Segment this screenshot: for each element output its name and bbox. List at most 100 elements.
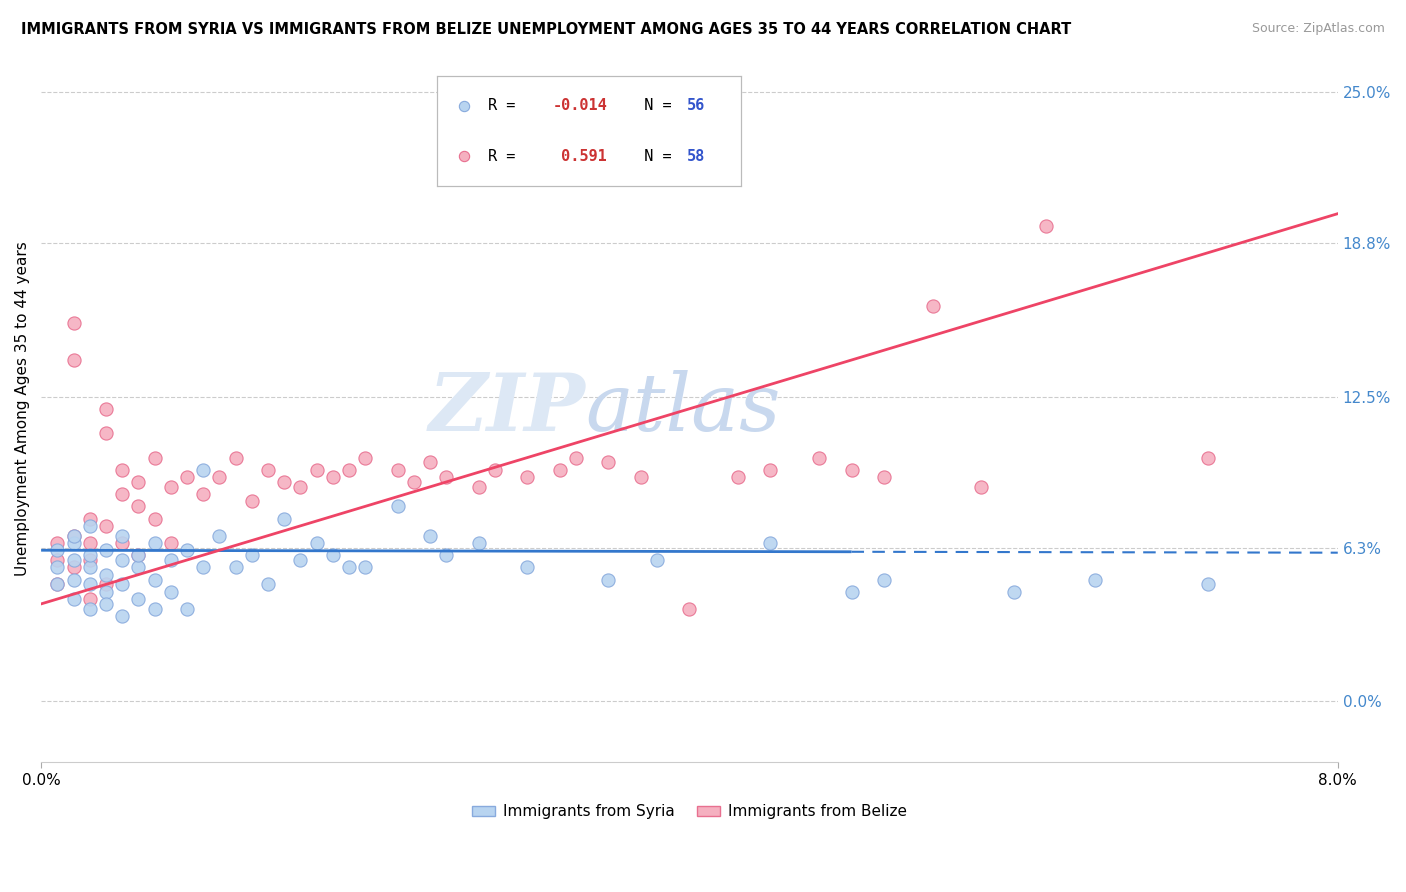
Point: [127, 500, 149, 514]
Point: [305, 536, 328, 550]
Point: [159, 536, 181, 550]
Point: [79, 577, 101, 591]
Point: [387, 463, 409, 477]
Point: [94, 597, 117, 611]
Point: [176, 470, 198, 484]
Point: [678, 601, 700, 615]
Point: [46, 560, 69, 574]
Point: [143, 511, 166, 525]
Point: [62, 553, 84, 567]
Point: [1035, 219, 1057, 233]
Point: [46, 577, 69, 591]
Point: [62, 560, 84, 574]
Point: [1084, 573, 1107, 587]
Point: [79, 592, 101, 607]
Point: [79, 548, 101, 562]
Text: Source: ZipAtlas.com: Source: ZipAtlas.com: [1251, 22, 1385, 36]
Point: [727, 470, 749, 484]
Point: [159, 480, 181, 494]
Point: [841, 463, 863, 477]
Point: [337, 463, 360, 477]
Text: atlas: atlas: [586, 370, 782, 448]
Point: [759, 463, 782, 477]
Point: [548, 463, 571, 477]
Point: [354, 450, 377, 465]
Point: [143, 573, 166, 587]
Point: [111, 528, 134, 542]
Point: [434, 470, 457, 484]
Point: [419, 528, 441, 542]
Point: [1197, 577, 1219, 591]
Point: [970, 480, 993, 494]
Point: [290, 553, 312, 567]
Point: [225, 560, 247, 574]
Point: [467, 536, 489, 550]
Point: [143, 601, 166, 615]
Point: [598, 573, 620, 587]
Point: [79, 511, 101, 525]
Point: [46, 553, 69, 567]
Point: [176, 543, 198, 558]
Point: [127, 475, 149, 489]
Point: [94, 577, 117, 591]
Point: [62, 536, 84, 550]
Point: [79, 560, 101, 574]
Point: [1197, 450, 1219, 465]
Point: [46, 577, 69, 591]
Legend: Immigrants from Syria, Immigrants from Belize: Immigrants from Syria, Immigrants from B…: [465, 798, 912, 825]
Point: [79, 601, 101, 615]
Point: [305, 463, 328, 477]
Point: [257, 463, 280, 477]
Point: [257, 577, 280, 591]
Point: [111, 487, 134, 501]
Point: [111, 553, 134, 567]
Point: [630, 470, 652, 484]
Point: [127, 592, 149, 607]
Point: [516, 470, 538, 484]
Point: [193, 463, 215, 477]
Point: [322, 548, 344, 562]
Point: [225, 450, 247, 465]
Point: [159, 553, 181, 567]
Point: [759, 536, 782, 550]
Point: [176, 601, 198, 615]
Point: [159, 584, 181, 599]
Point: [62, 353, 84, 368]
Point: [94, 426, 117, 441]
Point: [94, 567, 117, 582]
Point: [921, 299, 943, 313]
Point: [208, 528, 231, 542]
Point: [94, 519, 117, 533]
Point: [808, 450, 831, 465]
Y-axis label: Unemployment Among Ages 35 to 44 years: Unemployment Among Ages 35 to 44 years: [15, 242, 30, 576]
Point: [1002, 584, 1025, 599]
Point: [419, 455, 441, 469]
Point: [645, 553, 668, 567]
Point: [79, 536, 101, 550]
Point: [94, 584, 117, 599]
Point: [79, 519, 101, 533]
Point: [94, 543, 117, 558]
Point: [62, 592, 84, 607]
Point: [565, 450, 588, 465]
Point: [273, 475, 295, 489]
Point: [240, 494, 263, 508]
Point: [240, 548, 263, 562]
Point: [434, 548, 457, 562]
Point: [46, 543, 69, 558]
Point: [290, 480, 312, 494]
Point: [62, 317, 84, 331]
Point: [94, 401, 117, 416]
Point: [127, 560, 149, 574]
Point: [143, 450, 166, 465]
Point: [193, 560, 215, 574]
Point: [484, 463, 506, 477]
Point: [467, 480, 489, 494]
Text: IMMIGRANTS FROM SYRIA VS IMMIGRANTS FROM BELIZE UNEMPLOYMENT AMONG AGES 35 TO 44: IMMIGRANTS FROM SYRIA VS IMMIGRANTS FROM…: [21, 22, 1071, 37]
Point: [79, 553, 101, 567]
Point: [273, 511, 295, 525]
Point: [598, 455, 620, 469]
Point: [841, 584, 863, 599]
Point: [322, 470, 344, 484]
Point: [62, 573, 84, 587]
